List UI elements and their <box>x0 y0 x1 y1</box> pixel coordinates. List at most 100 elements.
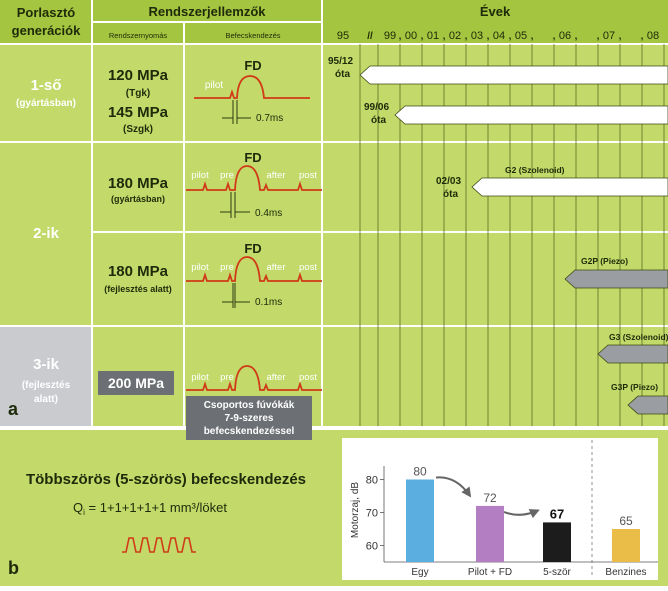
row4-box-line2: 7-9-szeres <box>225 413 274 424</box>
table-borders <box>0 0 668 426</box>
header-injection: Befecskendezés <box>225 31 280 40</box>
row2-pulse-pre: pre <box>220 170 234 181</box>
bar-g2-solenoid <box>471 177 668 197</box>
panel-label-a: a <box>8 399 19 419</box>
row3-timing: 0.1ms <box>255 297 282 308</box>
svg-text:,: , <box>641 31 644 42</box>
year-label: 95 <box>337 30 349 42</box>
bar3-start-suffix: óta <box>443 189 458 200</box>
year-label: 01 <box>427 30 439 42</box>
row1-timing-marker <box>222 100 251 124</box>
year-label: 99 <box>384 30 396 42</box>
chart-y-tick-label: 80 <box>366 475 378 487</box>
svg-text:,: , <box>465 31 468 42</box>
svg-text:,: , <box>575 31 578 42</box>
row2-pulse-after: after <box>266 170 285 181</box>
year-separators: , , , , , , , , , , , , <box>399 31 644 42</box>
bar1-start-date: 95/12 <box>328 56 353 67</box>
row2-note: (gyártásban) <box>111 194 165 204</box>
formula-subscript: i <box>83 508 85 517</box>
noise-chart: 60 70 80 80 Egy 72 Pilot + FD 67 5-ször 65 Benzine… <box>366 440 658 578</box>
row1-waveform <box>194 75 310 99</box>
svg-text:,: , <box>443 31 446 42</box>
chart-data-label: 67 <box>550 506 564 521</box>
year-label: 05 <box>515 30 527 42</box>
row3-pulse-after: after <box>266 262 285 273</box>
row1-timing: 0.7ms <box>256 113 283 124</box>
row4-pulse-pre: pre <box>220 372 234 383</box>
row3-timing-marker <box>222 283 250 308</box>
panel-separator <box>0 426 668 430</box>
bar1-start-suffix: óta <box>335 69 350 80</box>
row3-pressure: 180 MPa <box>108 263 169 280</box>
row2-timing: 0.4ms <box>255 208 282 219</box>
header-generations-line1: Porlasztó <box>17 5 76 20</box>
header-years: Évek <box>480 4 511 19</box>
svg-text:,: , <box>421 31 424 42</box>
chart-bar <box>476 505 504 562</box>
row1-pulse-pilot: pilot <box>205 80 224 91</box>
row4-waveform <box>186 365 322 391</box>
chart-data-label: 65 <box>619 514 633 528</box>
year-label: 06 <box>559 30 571 42</box>
chart-bar <box>406 479 434 562</box>
bar-gen1-truck <box>359 65 668 85</box>
chart-category-label: Pilot + FD <box>468 567 512 578</box>
chart-arrow <box>503 509 540 519</box>
bar2-start-date: 99/06 <box>364 102 389 113</box>
row2-pressure: 180 MPa <box>108 175 169 192</box>
row4-pulse-after: after <box>266 372 285 383</box>
row2-fd-label: FD <box>244 150 261 165</box>
year-label: 04 <box>493 30 505 42</box>
chart-arrow <box>435 476 472 498</box>
bar-gen1-car <box>394 105 668 125</box>
year-labels: 95 99 00 01 02 03 04 05 06 07 08 <box>337 30 659 42</box>
gen3-cell-bg <box>0 326 92 426</box>
chart-category-label: Egy <box>411 567 428 578</box>
header-system-characteristics: Rendszerjellemzők <box>148 4 266 19</box>
chart-y-tick-label: 60 <box>366 541 378 553</box>
gen3-name: 3-ik <box>33 356 60 373</box>
row4-nozzle-box <box>186 396 312 440</box>
gen1-name: 1-ső <box>31 77 62 94</box>
row1-note1: (Tgk) <box>126 88 150 99</box>
year-label: 00 <box>405 30 417 42</box>
svg-text:,: , <box>509 31 512 42</box>
formula-rest: = 1+1+1+1+1 mm³/löket <box>85 500 227 515</box>
row4-box-line1: Csoportos fúvókák <box>204 400 295 411</box>
row2-waveform <box>186 165 322 191</box>
bar6-name: G3P (Piezo) <box>611 382 658 392</box>
chart-data-label: 80 <box>413 465 427 479</box>
year-label: 07 <box>603 30 615 42</box>
bar4-name: G2P (Piezo) <box>581 256 628 266</box>
row2-timing-marker <box>220 192 250 218</box>
chart-data-label: 72 <box>483 491 497 505</box>
header-pressure: Rendszernyomás <box>109 31 168 40</box>
bar3-name: G2 (Szolenoid) <box>505 165 565 175</box>
bar-g3-solenoid <box>597 344 668 364</box>
bottom-formula: Qi = 1+1+1+1+1 mm³/löket <box>73 500 227 517</box>
formula-q: Q <box>73 500 83 515</box>
gen3-status-line2: alatt) <box>34 394 58 405</box>
year-label: 08 <box>647 30 659 42</box>
row4-pulse-post: post <box>299 372 317 383</box>
row1-pressure2: 145 MPa <box>108 104 169 121</box>
chart-bar <box>543 522 571 562</box>
chart-y-tick-label: 70 <box>366 508 378 520</box>
svg-text:,: , <box>619 31 622 42</box>
bar3-start-date: 02/03 <box>436 176 461 187</box>
chart-ylabel: Motorzaj, dB <box>350 482 361 538</box>
row3-pulse-pre: pre <box>220 262 234 273</box>
row1-pressure1: 120 MPa <box>108 67 169 84</box>
chart-bar <box>612 529 640 562</box>
row2-pulse-pilot: pilot <box>191 170 209 181</box>
header-generations-line2: generációk <box>12 23 81 38</box>
svg-text:,: , <box>399 31 402 42</box>
row1-fd-label: FD <box>244 58 261 73</box>
bar2-start-suffix: óta <box>371 115 386 126</box>
gen3-status-line1: (fejlesztés <box>22 380 71 391</box>
panel-label-b: b <box>8 558 19 578</box>
bar-g3p-piezo <box>627 395 668 415</box>
